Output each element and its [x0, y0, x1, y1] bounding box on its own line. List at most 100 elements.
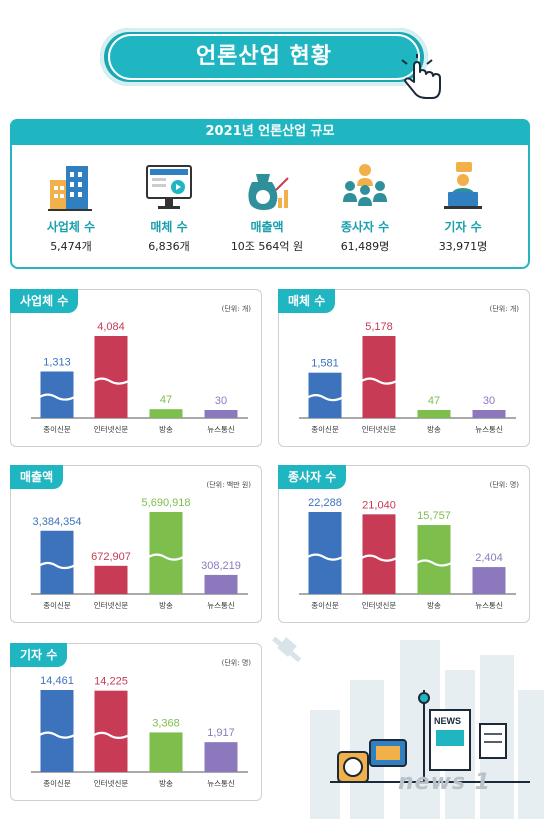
axis-break-mark — [415, 559, 452, 567]
axis-break-mark — [92, 731, 129, 739]
chart-card-companies: 사업체 수 (단위: 개) 1,313 종이신문 4,084 인터넷신문 47 방송 30 뉴… — [10, 289, 262, 447]
data-label: 1,917 — [207, 727, 235, 739]
axis-break-mark — [92, 377, 129, 385]
summary-item-media: 매체 수 6,836개 — [120, 160, 218, 260]
chart-title: 종사자 수 — [278, 465, 347, 489]
bar-뉴스통신 — [472, 410, 506, 418]
chart-card-reporters: 기자 수 (단위: 명) 14,461 종이신문 14,225 인터넷신문 3,368 방… — [10, 643, 262, 801]
data-label: 14,461 — [40, 675, 74, 687]
axis-break-mark — [360, 377, 397, 385]
chart-unit: (단위: 개) — [221, 305, 251, 313]
category-label: 방송 — [159, 424, 173, 434]
data-label: 2,404 — [475, 552, 503, 564]
category-label: 방송 — [427, 424, 441, 434]
bar-뉴스통신 — [204, 574, 238, 594]
category-label: 방송 — [427, 600, 441, 610]
category-label: 인터넷신문 — [94, 600, 129, 610]
bar-뉴스통신 — [204, 742, 238, 772]
bar-방송 — [417, 410, 451, 418]
bar-뉴스통신 — [204, 410, 238, 418]
data-label: 3,384,354 — [33, 516, 82, 528]
axis-break-mark — [147, 553, 184, 561]
category-label: 인터넷신문 — [94, 778, 129, 788]
money-bag-chart-icon — [248, 174, 289, 210]
bar-방송 — [149, 732, 183, 772]
category-label: 방송 — [159, 600, 173, 610]
hand-cursor-icon — [401, 54, 441, 99]
bar-방송 — [417, 525, 451, 594]
bar-chart-media: 1,581 종이신문 5,178 인터넷신문 47 방송 30 뉴스통신 — [299, 321, 516, 434]
axis-break-mark — [38, 393, 75, 401]
reporter-laptop-icon — [444, 162, 482, 209]
bar-종이신문 — [308, 512, 342, 594]
summary-value: 10조 564억 원 — [230, 240, 304, 253]
category-label: 종이신문 — [43, 778, 71, 788]
bar-방송 — [149, 409, 183, 418]
data-label: 22,288 — [308, 497, 342, 509]
summary-title: 2021년 언론산업 규모 — [205, 124, 335, 139]
summary-label: 기자 수 — [444, 220, 482, 234]
chart-card-media: 매체 수 (단위: 개) 1,581 종이신문 5,178 인터넷신문 47 방송 30 뉴스… — [278, 289, 530, 447]
data-label: 308,219 — [201, 560, 241, 572]
data-label: 672,907 — [91, 551, 131, 563]
axis-break-mark — [306, 394, 343, 402]
summary-label: 사업체 수 — [46, 220, 96, 234]
bar-인터넷신문 — [362, 336, 396, 418]
news-monitor-icon — [146, 165, 192, 209]
watermark: news 1 — [398, 770, 491, 795]
svg-text:NEWS: NEWS — [434, 716, 461, 726]
summary-item-reporters: 기자 수 33,971명 — [414, 160, 512, 260]
category-label: 종이신문 — [43, 424, 71, 434]
media-equipment-illustration: NEWS — [330, 690, 530, 783]
chart-unit: (단위: 개) — [489, 305, 519, 313]
bar-chart-companies: 1,313 종이신문 4,084 인터넷신문 47 방송 30 뉴스통신 — [31, 321, 248, 434]
bar-chart-employees: 22,288 종이신문 21,040 인터넷신문 15,757 방송 2,404 뉴스통신 — [299, 497, 516, 610]
summary-item-revenue: 매출액 10조 564억 원 — [218, 160, 316, 260]
category-label: 뉴스통신 — [207, 779, 235, 788]
page-title: 언론산업 현황 — [195, 44, 333, 69]
people-group-icon — [343, 164, 387, 206]
chart-card-revenue: 매출액 (단위: 백만 원) 3,384,354 종이신문 672,907 인터넷신문… — [10, 465, 262, 623]
category-label: 종이신문 — [43, 600, 71, 610]
category-label: 방송 — [159, 778, 173, 788]
bar-인터넷신문 — [94, 336, 128, 418]
category-label: 뉴스통신 — [475, 601, 503, 610]
chart-title: 사업체 수 — [10, 289, 79, 313]
data-label: 15,757 — [417, 510, 451, 522]
chart-title: 매출액 — [10, 465, 64, 489]
bar-chart-reporters: 14,461 종이신문 14,225 인터넷신문 3,368 방송 1,917 뉴스통신 — [31, 675, 248, 788]
summary-label: 매체 수 — [150, 220, 188, 234]
chart-title: 매체 수 — [278, 289, 336, 313]
category-label: 뉴스통신 — [207, 601, 235, 610]
category-label: 인터넷신문 — [362, 424, 397, 434]
chart-card-employees: 종사자 수 (단위: 명) 22,288 종이신문 21,040 인터넷신문 15,75… — [278, 465, 530, 623]
data-label: 14,225 — [94, 676, 128, 688]
axis-break-mark — [38, 731, 75, 739]
data-label: 3,368 — [152, 717, 180, 729]
summary-value: 61,489명 — [340, 240, 390, 253]
summary-value: 5,474개 — [50, 240, 92, 253]
title-pill-inner — [108, 34, 420, 80]
data-label: 5,178 — [365, 321, 393, 333]
data-label: 1,581 — [311, 358, 339, 370]
category-label: 뉴스통신 — [207, 425, 235, 434]
category-label: 종이신문 — [311, 424, 339, 434]
axis-break-mark — [306, 553, 343, 561]
category-label: 뉴스통신 — [475, 425, 503, 434]
summary-header — [10, 119, 530, 145]
axis-break-mark — [360, 554, 397, 562]
bar-뉴스통신 — [472, 567, 506, 594]
data-label: 47 — [160, 394, 172, 406]
chart-unit: (단위: 명) — [221, 659, 251, 667]
building-icon — [48, 166, 92, 211]
data-label: 30 — [215, 395, 227, 407]
bar-인터넷신문 — [94, 690, 128, 772]
bar-chart-revenue: 3,384,354 종이신문 672,907 인터넷신문 5,690,918 방송 308,… — [31, 497, 248, 610]
bar-방송 — [149, 512, 183, 594]
summary-label: 종사자 수 — [340, 220, 390, 234]
category-label: 인터넷신문 — [94, 424, 129, 434]
bar-인터넷신문 — [362, 514, 396, 594]
bar-종이신문 — [40, 690, 74, 772]
chart-unit: (단위: 명) — [489, 481, 519, 489]
summary-item-companies: 사업체 수 5,474개 — [22, 160, 120, 260]
